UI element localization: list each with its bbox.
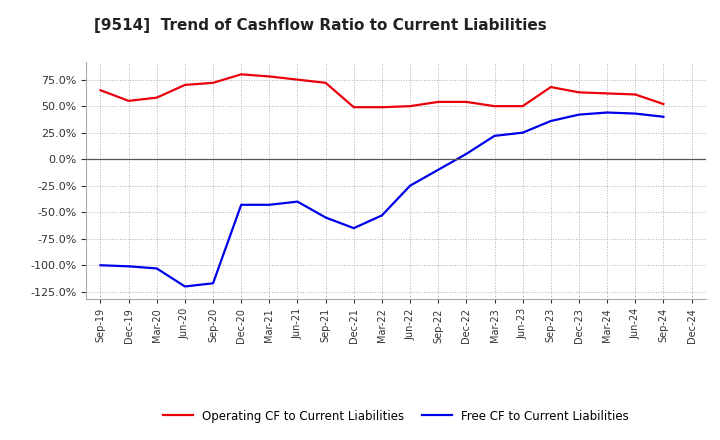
Operating CF to Current Liabilities [265, 74, 274, 79]
Free CF to Current Liabilities [575, 112, 583, 117]
Operating CF to Current Liabilities [153, 95, 161, 100]
Operating CF to Current Liabilities [406, 103, 415, 109]
Free CF to Current Liabilities [631, 111, 639, 116]
Operating CF to Current Liabilities [631, 92, 639, 97]
Free CF to Current Liabilities [321, 215, 330, 220]
Operating CF to Current Liabilities [575, 90, 583, 95]
Free CF to Current Liabilities [603, 110, 611, 115]
Operating CF to Current Liabilities [518, 103, 527, 109]
Free CF to Current Liabilities [659, 114, 667, 119]
Operating CF to Current Liabilities [125, 98, 133, 103]
Operating CF to Current Liabilities [237, 72, 246, 77]
Free CF to Current Liabilities [125, 264, 133, 269]
Free CF to Current Liabilities [462, 151, 471, 157]
Operating CF to Current Liabilities [181, 82, 189, 88]
Operating CF to Current Liabilities [434, 99, 443, 105]
Free CF to Current Liabilities [490, 133, 499, 139]
Free CF to Current Liabilities [518, 130, 527, 136]
Line: Operating CF to Current Liabilities: Operating CF to Current Liabilities [101, 74, 663, 107]
Operating CF to Current Liabilities [659, 101, 667, 106]
Operating CF to Current Liabilities [349, 105, 358, 110]
Operating CF to Current Liabilities [603, 91, 611, 96]
Operating CF to Current Liabilities [546, 84, 555, 90]
Free CF to Current Liabilities [546, 118, 555, 124]
Operating CF to Current Liabilities [209, 80, 217, 85]
Free CF to Current Liabilities [153, 266, 161, 271]
Free CF to Current Liabilities [96, 263, 105, 268]
Free CF to Current Liabilities [406, 183, 415, 188]
Line: Free CF to Current Liabilities: Free CF to Current Liabilities [101, 113, 663, 286]
Operating CF to Current Liabilities [377, 105, 386, 110]
Text: [9514]  Trend of Cashflow Ratio to Current Liabilities: [9514] Trend of Cashflow Ratio to Curren… [94, 18, 546, 33]
Free CF to Current Liabilities [434, 167, 443, 172]
Free CF to Current Liabilities [265, 202, 274, 207]
Operating CF to Current Liabilities [462, 99, 471, 105]
Free CF to Current Liabilities [349, 225, 358, 231]
Free CF to Current Liabilities [237, 202, 246, 207]
Operating CF to Current Liabilities [293, 77, 302, 82]
Free CF to Current Liabilities [209, 281, 217, 286]
Free CF to Current Liabilities [377, 213, 386, 218]
Operating CF to Current Liabilities [490, 103, 499, 109]
Free CF to Current Liabilities [181, 284, 189, 289]
Operating CF to Current Liabilities [321, 80, 330, 85]
Legend: Operating CF to Current Liabilities, Free CF to Current Liabilities: Operating CF to Current Liabilities, Fre… [158, 405, 634, 427]
Free CF to Current Liabilities [293, 199, 302, 204]
Operating CF to Current Liabilities [96, 88, 105, 93]
